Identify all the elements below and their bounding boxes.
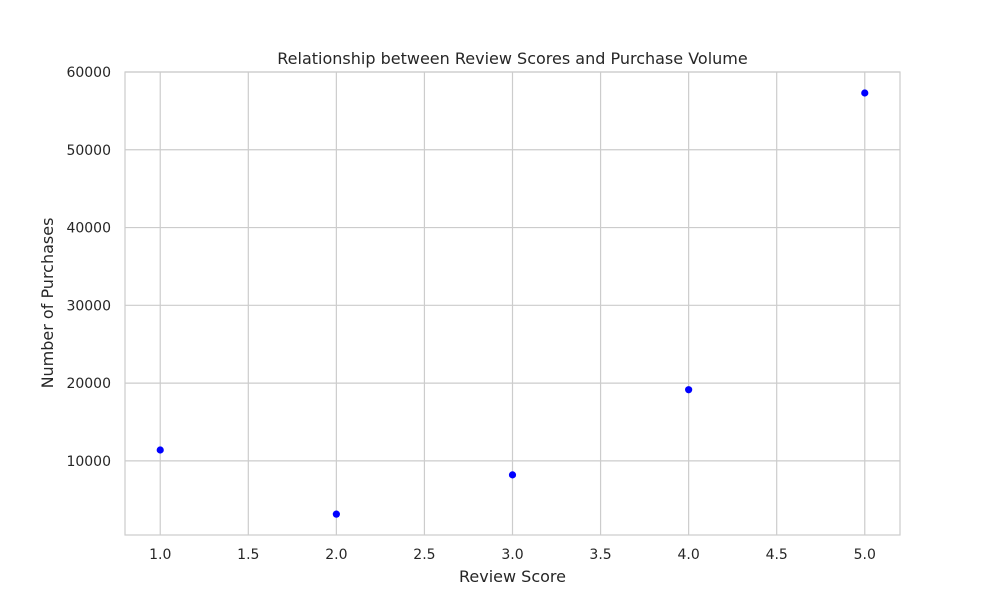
x-tick-label: 2.5	[413, 547, 435, 563]
y-tick-label: 10000	[66, 454, 111, 470]
plot-frame	[124, 71, 901, 536]
x-tick-label: 1.5	[237, 547, 259, 563]
grid-lines	[125, 71, 900, 535]
scatter-point	[861, 89, 869, 97]
y-tick-labels: 10000 20000 30000 40000 50000 60000	[66, 65, 111, 470]
x-tick-label: 2.0	[325, 547, 347, 563]
y-tick-label: 30000	[66, 298, 111, 314]
scatter-point	[156, 446, 164, 454]
y-tick-label: 20000	[66, 376, 111, 392]
y-tick-label: 50000	[66, 143, 111, 159]
chart-title: Relationship between Review Scores and P…	[277, 49, 747, 68]
y-axis-label: Number of Purchases	[38, 218, 57, 389]
y-tick-label: 40000	[66, 221, 111, 237]
data-points	[156, 89, 869, 518]
scatter-point	[508, 471, 517, 479]
y-tick-label: 60000	[66, 65, 111, 81]
x-tick-label: 5.0	[854, 547, 876, 563]
x-tick-labels: 1.0 1.5 2.0 2.5 3.0 3.5 4.0 4.5 5.0	[149, 547, 876, 563]
x-tick-label: 4.5	[766, 547, 788, 563]
scatter-point	[685, 386, 693, 394]
x-tick-label: 3.0	[501, 547, 523, 563]
x-tick-label: 1.0	[149, 547, 171, 563]
scatter-point	[332, 510, 340, 518]
x-axis-label: Review Score	[459, 567, 566, 586]
x-tick-label: 4.0	[678, 547, 700, 563]
x-tick-label: 3.5	[589, 547, 611, 563]
